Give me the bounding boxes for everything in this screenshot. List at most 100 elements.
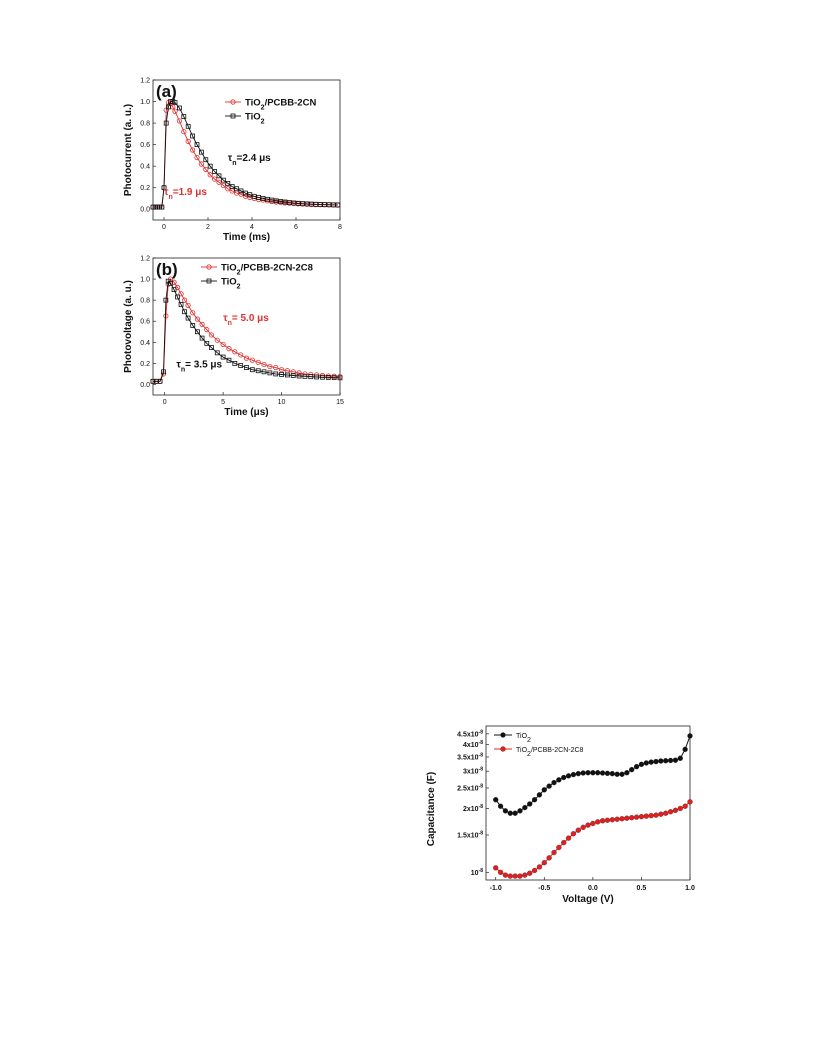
- data-point: [313, 201, 319, 207]
- data-point: [317, 202, 323, 207]
- x-tick-label: 8: [338, 224, 342, 231]
- data-point: [663, 758, 669, 764]
- y-tick-label: 0.8: [140, 298, 150, 305]
- data-point: [667, 809, 674, 815]
- data-point: [207, 172, 213, 178]
- y-tick-label: 2x10-8: [463, 804, 483, 813]
- x-tick-label: 4: [250, 224, 254, 231]
- y-tick-label: 0.4: [140, 340, 150, 347]
- y-tick-label: 1.0: [140, 277, 150, 284]
- data-point: [290, 369, 296, 375]
- data-point: [497, 803, 504, 809]
- data-point: [565, 835, 572, 841]
- data-point: [599, 770, 606, 776]
- data-point: [220, 354, 226, 360]
- data-point: [232, 360, 238, 366]
- data-point: [178, 291, 184, 297]
- data-point: [212, 169, 217, 174]
- data-point: [580, 770, 586, 776]
- data-point: [199, 321, 205, 327]
- y-tick-label: 0.2: [140, 361, 150, 368]
- data-point: [190, 310, 196, 316]
- data-point: [629, 767, 635, 773]
- data-point: [619, 771, 625, 777]
- data-point: [150, 378, 156, 384]
- data-point: [502, 872, 509, 878]
- data-point: [185, 138, 191, 144]
- data-point: [207, 163, 213, 169]
- data-point: [296, 370, 302, 376]
- data-point: [291, 200, 297, 206]
- data-point: [181, 297, 188, 303]
- data-point: [653, 758, 659, 765]
- data-point: [220, 341, 226, 348]
- y-axis-label: Capacitance (F): [426, 772, 437, 846]
- y-tick-label: 0.4: [140, 164, 150, 171]
- y-tick-label: 2.5x10-8: [457, 783, 483, 792]
- data-point: [168, 280, 173, 286]
- data-point: [325, 375, 331, 380]
- plot-area: 0 5 10 15 0.0 0.2 0.4 0.6 0.8 1.0 1.2 Time (μs) Phot…: [123, 256, 344, 419]
- data-point: [638, 761, 645, 768]
- data-point: [517, 873, 523, 879]
- data-point: [663, 810, 669, 816]
- data-point: [633, 814, 640, 820]
- data-point: [157, 378, 163, 384]
- chart-photocurrent: 0 2 4 6 8 0.0 0.2 0.4 0.6 0.8 1.0 1.2 Time (ms) Photo…: [123, 78, 342, 244]
- x-tick-label: 0: [163, 399, 167, 406]
- y-tick-label: 0.8: [140, 121, 150, 128]
- data-point: [190, 323, 196, 328]
- x-tick-label: 0: [162, 224, 166, 231]
- y-tick-label: 4x10-8: [463, 740, 483, 749]
- data-point: [251, 193, 257, 199]
- plot-frame: [152, 257, 341, 396]
- data-point: [527, 870, 533, 876]
- x-tick-label: 5: [221, 399, 225, 406]
- data-point: [194, 154, 200, 161]
- data-point: [585, 822, 591, 828]
- data-point: [261, 361, 267, 368]
- data-point: [590, 820, 596, 827]
- legend-marker: [206, 278, 212, 284]
- data-point: [522, 872, 528, 878]
- data-point: [624, 815, 630, 821]
- data-point: [502, 808, 509, 814]
- legend-label: TiO2/PCBB-2CN: [245, 98, 316, 112]
- data-point: [561, 774, 567, 781]
- data-point: [166, 104, 171, 110]
- y-tick-label: 0.2: [140, 185, 150, 192]
- data-point: [648, 813, 654, 819]
- data-point: [238, 352, 244, 358]
- data-point: [507, 873, 513, 879]
- data-point: [677, 755, 683, 761]
- data-point: [159, 204, 165, 210]
- data-point: [255, 368, 261, 374]
- data-point: [185, 315, 191, 321]
- x-axis-label: Time (ms): [223, 232, 270, 243]
- y-tick-label: 1.0: [140, 99, 150, 106]
- data-point: [278, 367, 285, 373]
- legend-label: TiO2: [221, 277, 241, 291]
- data-point: [648, 759, 654, 765]
- data-point: [512, 810, 518, 816]
- data-point: [182, 309, 187, 315]
- data-point: [261, 369, 267, 375]
- tau-annotation: τn= 3.5 μs: [176, 360, 222, 374]
- data-point: [302, 373, 308, 379]
- y-tick-label: 3.5x10-8: [457, 752, 483, 761]
- data-point: [609, 771, 615, 777]
- data-point: [194, 142, 200, 148]
- data-point: [175, 294, 180, 300]
- data-point: [177, 105, 182, 111]
- data-point: [561, 840, 567, 846]
- data-point: [595, 819, 601, 825]
- data-point: [493, 865, 499, 871]
- chart-capacitance: -1.0 -0.5 0.0 0.5 1.0 10-8 1.5x10-8 2x10-8 2.5x1…: [426, 725, 695, 905]
- legend-label: TiO2/PCBB-2CN-2C8: [221, 263, 313, 277]
- legend-marker: [500, 746, 506, 752]
- data-point: [672, 807, 679, 814]
- data-point: [551, 779, 557, 786]
- data-point: [507, 810, 513, 816]
- y-tick-label: 10-8: [471, 868, 483, 877]
- data-point: [214, 350, 220, 356]
